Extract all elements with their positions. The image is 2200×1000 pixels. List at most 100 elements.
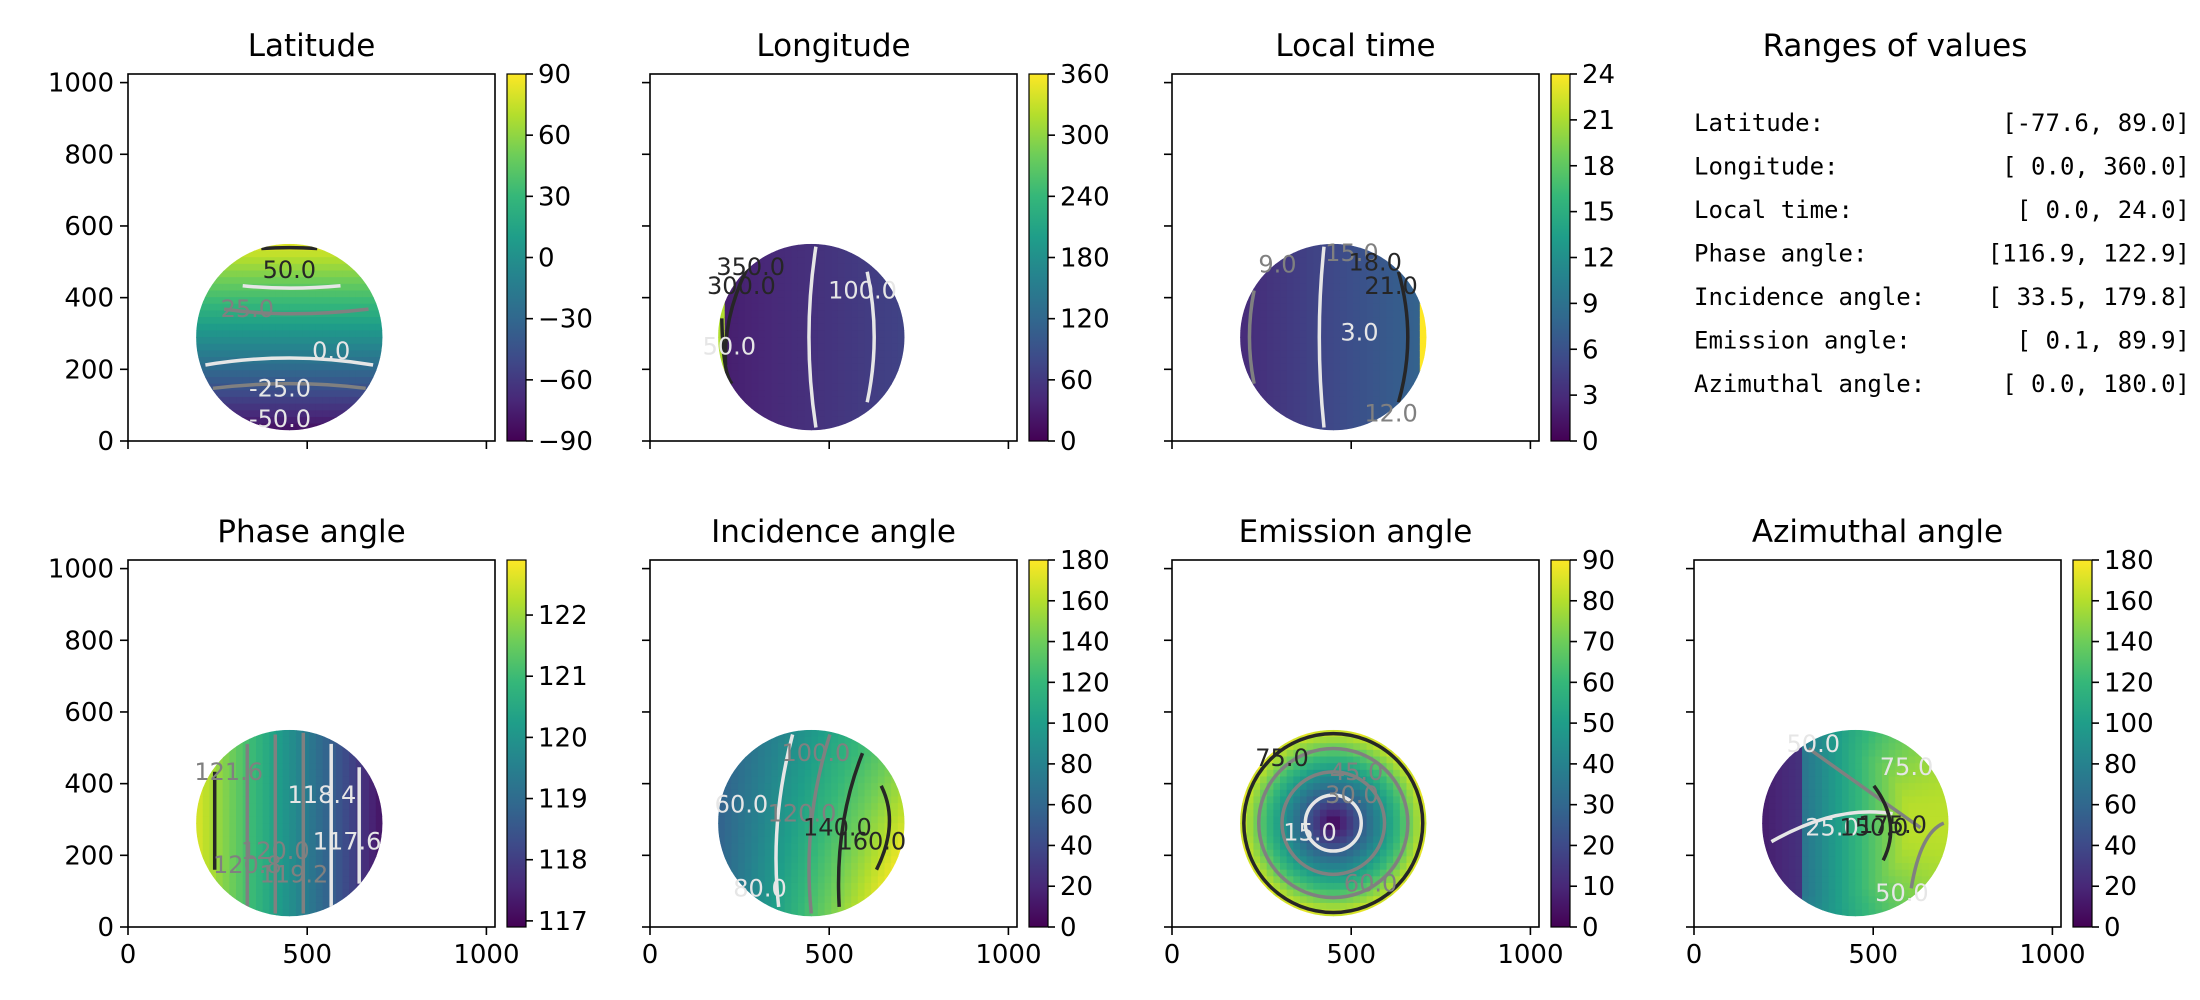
x-tick-label: 500 xyxy=(1326,940,1376,970)
contour-line xyxy=(1909,821,1945,889)
colorbar xyxy=(2072,559,2093,928)
range-value: [ 0.0, 360.0] xyxy=(2002,153,2190,181)
contour-label: 3.0 xyxy=(1340,318,1378,346)
contour-line xyxy=(212,381,366,391)
colorbar-tick-label: 15 xyxy=(1582,198,1615,228)
contour-line xyxy=(1247,290,1256,385)
y-tick-label: 200 xyxy=(64,841,114,871)
colorbar-tick-label: 140 xyxy=(2104,628,2154,658)
colorbar-tick-label: 30 xyxy=(1582,791,1615,821)
colorbar-tick-label: 60 xyxy=(1582,668,1615,698)
colorbar-tick-label: 40 xyxy=(2104,831,2137,861)
colorbar-tick-label: 60 xyxy=(2104,791,2137,821)
contour-label: -50.0 xyxy=(249,405,311,433)
range-value: [ 0.1, 89.9] xyxy=(2017,327,2190,355)
colorbar xyxy=(1028,73,1049,442)
colorbar-tick-label: −30 xyxy=(538,305,593,335)
x-tick-label: 500 xyxy=(804,940,854,970)
contour-line xyxy=(836,752,865,907)
contour-lines xyxy=(205,245,374,391)
contour-label: 15.0 xyxy=(1283,818,1336,846)
contour-lines xyxy=(1770,747,1945,889)
contour-lines xyxy=(774,733,892,914)
colorbar-tick-label: 6 xyxy=(1582,335,1599,365)
range-label: Incidence angle: xyxy=(1694,283,1925,311)
contour-label: 160.0 xyxy=(837,828,906,856)
colorbar xyxy=(506,73,527,442)
colorbar-tick-label: 120 xyxy=(2104,668,2154,698)
contour-line xyxy=(1807,747,1922,830)
range-label: Local time: xyxy=(1694,196,1853,224)
colorbar-tick-label: 0 xyxy=(2104,913,2121,943)
contour-line xyxy=(1303,793,1363,853)
colorbar-tick-label: 80 xyxy=(1582,587,1615,617)
x-tick-label: 0 xyxy=(120,940,137,970)
contour-line xyxy=(1770,810,1893,844)
colorbar-tick-label: 240 xyxy=(1060,182,1110,212)
x-tick-label: 0 xyxy=(1164,940,1181,970)
colorbar-tick-label: 80 xyxy=(2104,750,2137,780)
range-label: Emission angle: xyxy=(1694,327,1911,355)
colorbar-tick-label: 0 xyxy=(1582,913,1599,943)
contour-line xyxy=(807,246,818,428)
axes-frame xyxy=(1693,559,2062,928)
x-tick-label: 1000 xyxy=(1497,940,1563,970)
y-tick-label: 800 xyxy=(64,626,114,656)
contour-label: 350.0 xyxy=(716,253,785,281)
contour-label: 60.0 xyxy=(1344,870,1397,898)
range-value: [116.9, 122.9] xyxy=(1988,240,2190,268)
contour-label: 50.0 xyxy=(1875,879,1928,907)
colorbar xyxy=(1550,73,1571,442)
x-tick-label: 0 xyxy=(1686,940,1703,970)
range-value: [ 0.0, 180.0] xyxy=(2002,370,2190,398)
colorbar-tick-label: 120 xyxy=(1060,305,1110,335)
y-tick-label: 800 xyxy=(64,140,114,170)
panel-title: Phase angle xyxy=(217,514,405,550)
y-tick-label: 400 xyxy=(64,284,114,314)
range-label: Azimuthal angle: xyxy=(1694,370,1925,398)
colorbar-tick-label: −60 xyxy=(538,366,593,396)
contour-lines xyxy=(212,732,361,914)
contour-line xyxy=(807,733,832,914)
contour-line xyxy=(1242,731,1425,915)
range-value: [ 33.5, 179.8] xyxy=(1988,283,2190,311)
x-tick-label: 500 xyxy=(1848,940,1898,970)
x-tick-label: 1000 xyxy=(453,940,519,970)
contour-line xyxy=(774,734,795,908)
colorbar-tick-label: 21 xyxy=(1582,106,1615,136)
contour-label: 21.0 xyxy=(1364,272,1417,300)
contour-label: 300.0 xyxy=(707,272,776,300)
colorbar-tick-label: 0 xyxy=(1060,427,1077,457)
y-tick-label: 600 xyxy=(64,212,114,242)
axes-frame xyxy=(1171,73,1540,442)
contour-label: 120.0 xyxy=(241,837,310,865)
contour-label: 140.0 xyxy=(803,814,872,842)
range-label: Longitude: xyxy=(1694,153,1839,181)
axes-frame xyxy=(649,559,1018,928)
contour-label: 117.6 xyxy=(313,828,382,856)
y-tick-label: 600 xyxy=(64,698,114,728)
contour-label: 80.0 xyxy=(733,874,786,902)
panel-title: Local time xyxy=(1275,28,1435,64)
colorbar-tick-label: 20 xyxy=(2104,872,2137,902)
contour-line xyxy=(1317,246,1326,428)
colorbar-tick-label: 60 xyxy=(538,121,571,151)
axes-frame xyxy=(649,73,1018,442)
contour-label: 60.0 xyxy=(715,790,768,818)
contour-line xyxy=(720,318,734,385)
contour-label: 15.0 xyxy=(1325,239,1378,267)
colorbar-tick-label: 100 xyxy=(2104,709,2154,739)
panel-incidence: Incidence angle100.060.080.0120.0140.016… xyxy=(642,514,1110,970)
contour-label: 25.0 xyxy=(1805,814,1858,842)
colorbar-tick-label: 118 xyxy=(538,846,588,876)
disk-heatmap xyxy=(1240,243,1427,431)
colorbar-tick-label: 117 xyxy=(538,907,588,937)
colorbar xyxy=(506,559,527,928)
x-tick-label: 0 xyxy=(642,940,659,970)
contour-label: 100.0 xyxy=(782,739,851,767)
y-tick-label: 1000 xyxy=(48,555,114,585)
colorbar-tick-label: 60 xyxy=(1060,791,1093,821)
colorbar-tick-label: 50 xyxy=(1582,709,1615,739)
